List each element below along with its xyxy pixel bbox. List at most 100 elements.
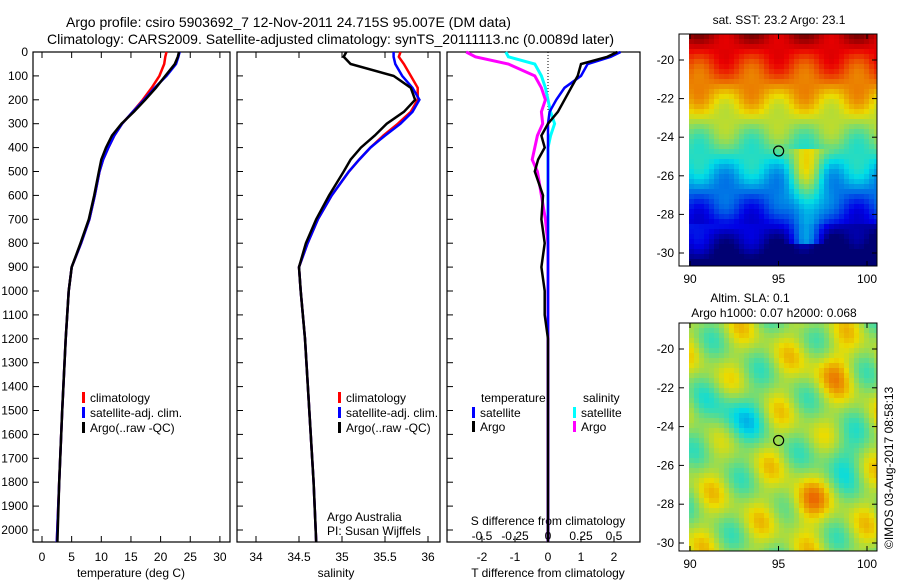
sla-map-cell	[724, 428, 729, 433]
sla-map-lat-label: -26	[657, 458, 675, 472]
sst-map-cell	[854, 219, 859, 224]
sst-map-cell	[814, 89, 819, 94]
sst-map-cell	[734, 139, 739, 144]
sla-map-cell	[694, 338, 699, 343]
sst-map-cell	[719, 179, 724, 184]
sla-map-cell	[809, 548, 814, 551]
sst-map-cell	[814, 249, 819, 254]
sla-map-cell	[849, 343, 854, 348]
sst-map-cell	[759, 119, 764, 124]
sst-map-cell	[854, 114, 859, 119]
sla-map-cell	[764, 433, 769, 438]
sst-map-cell	[849, 159, 854, 164]
sst-map-cell	[719, 49, 724, 54]
t-diff-x-tick-label: 1	[578, 550, 585, 564]
sst-map-cell	[874, 144, 877, 149]
sla-map-cell	[824, 488, 829, 493]
sst-map-cell	[849, 174, 854, 179]
sla-map-cell	[839, 383, 844, 388]
sst-map-cell	[689, 69, 694, 74]
sla-map-cell	[724, 358, 729, 363]
sst-map-cell	[704, 129, 709, 134]
salinity-legend-2-swatch	[338, 422, 341, 433]
sst-map-cell	[874, 79, 877, 84]
sst-map-cell	[859, 234, 864, 239]
sla-map-cell	[834, 333, 839, 338]
sla-map-cell	[759, 353, 764, 358]
sst-map-cell	[829, 234, 834, 239]
sst-map-cell	[729, 64, 734, 69]
sst-map-cell	[704, 239, 709, 244]
sla-map-cell	[769, 443, 774, 448]
sst-map-cell	[779, 139, 784, 144]
sst-map-cell	[799, 109, 804, 114]
sst-map-cell	[844, 174, 849, 179]
sst-map-cell	[869, 59, 874, 64]
sst-map-cell	[864, 144, 869, 149]
sla-map-cell	[849, 413, 854, 418]
sla-map-cell	[824, 323, 829, 328]
sst-map-cell	[809, 129, 814, 134]
sla-map-cell	[794, 423, 799, 428]
sla-map-cell	[764, 373, 769, 378]
sla-map-cell	[709, 448, 714, 453]
sst-map-cell	[829, 134, 834, 139]
sla-map-cell	[869, 543, 874, 548]
sla-map-cell	[814, 518, 819, 523]
sla-map-cell	[874, 353, 877, 358]
sst-map-cell	[874, 139, 877, 144]
sst-map-cell	[869, 219, 874, 224]
sst-map-cell	[794, 229, 799, 234]
sst-map-cell	[789, 44, 794, 49]
sst-map-cell	[714, 119, 719, 124]
sst-map-cell	[814, 129, 819, 134]
sst-map-cell	[784, 34, 789, 39]
sst-map-cell	[834, 89, 839, 94]
sst-map-cell	[874, 44, 877, 49]
sla-map-cell	[704, 363, 709, 368]
sst-map-cell	[784, 89, 789, 94]
sla-map-cell	[769, 358, 774, 363]
sst-map-cell	[874, 129, 877, 134]
sst-map-cell	[719, 34, 724, 39]
sla-map-cell	[819, 438, 824, 443]
sst-map-cell	[789, 224, 794, 229]
sst-map-cell	[719, 69, 724, 74]
sla-map-cell	[729, 328, 734, 333]
sla-map-cell	[854, 428, 859, 433]
sla-map-cell	[849, 333, 854, 338]
sla-map-cell	[779, 463, 784, 468]
sla-map-cell	[784, 448, 789, 453]
sla-map-cell	[824, 503, 829, 508]
sla-map-cell	[749, 418, 754, 423]
sst-map-cell	[854, 34, 859, 39]
sla-map-cell	[779, 423, 784, 428]
sst-map-cell	[864, 39, 869, 44]
t-diff-legend-0-swatch	[472, 407, 475, 418]
sst-map-cell	[764, 119, 769, 124]
sla-map-cell	[844, 548, 849, 551]
sla-map-cell	[739, 363, 744, 368]
sla-map-cell	[749, 423, 754, 428]
sla-map-cell	[849, 363, 854, 368]
sla-map-cell	[724, 433, 729, 438]
sla-map-cell	[829, 478, 834, 483]
sla-map-cell	[804, 478, 809, 483]
sst-map-cell	[824, 124, 829, 129]
sst-map-cell	[699, 259, 704, 264]
sst-map-cell	[779, 244, 784, 249]
sst-map-cell	[844, 239, 849, 244]
sst-map-cell	[689, 189, 694, 194]
sla-map-cell	[739, 433, 744, 438]
sst-map-cell	[764, 239, 769, 244]
sst-map-cell	[799, 39, 804, 44]
sst-map-cell	[844, 54, 849, 59]
sst-map-cell	[839, 229, 844, 234]
sst-map-cell	[694, 64, 699, 69]
sla-map-cell	[769, 538, 774, 543]
sla-map-cell	[764, 473, 769, 478]
sst-map-cell	[814, 94, 819, 99]
sla-map-cell	[769, 388, 774, 393]
sst-map-cell	[744, 249, 749, 254]
sst-map-cell	[779, 114, 784, 119]
